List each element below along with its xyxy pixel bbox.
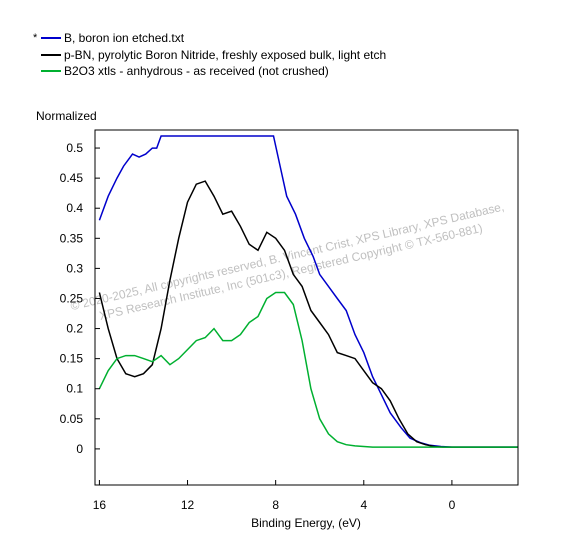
y-tick-label: 0.45 <box>60 171 84 185</box>
plot-frame <box>94 129 519 486</box>
y-tick-label: 0.1 <box>66 382 83 396</box>
y-tick-label: 0.5 <box>66 141 83 155</box>
y-axis: 0 0.05 0.1 0.15 0.2 0.25 0.3 0.35 0.4 0.45 0.5 <box>60 141 100 456</box>
y-tick-label: 0.4 <box>66 201 83 215</box>
y-tick-label: 0.25 <box>60 291 84 305</box>
x-tick-label: 12 <box>181 498 195 512</box>
legend-label-blue: B, boron ion etched.txt <box>64 31 185 45</box>
legend-label-green: B2O3 xtls - anhydrous - as received (not… <box>64 64 329 78</box>
x-tick-label: 16 <box>93 498 107 512</box>
y-tick-label: 0.3 <box>66 261 83 275</box>
legend-marker: * <box>33 32 38 44</box>
y-tick-label: 0.15 <box>60 352 84 366</box>
series-group <box>98 135 518 448</box>
series-line-b2o3 <box>98 291 518 448</box>
legend: * B, boron ion etched.txt p-BN, pyrolyti… <box>33 31 386 78</box>
watermark-line-2: XPS Research Institute, Inc (501c3), Reg… <box>98 221 484 323</box>
x-tick-label: 4 <box>360 498 367 512</box>
legend-label-black: p-BN, pyrolytic Boron Nitride, freshly e… <box>64 48 386 62</box>
y-tick-label: 0.2 <box>66 322 83 336</box>
x-tick-label: 0 <box>449 498 456 512</box>
series-line-pbn <box>98 180 518 448</box>
y-tick-label: 0 <box>76 442 83 456</box>
y-tick-label: 0.05 <box>60 412 84 426</box>
y-tick-label: 0.35 <box>60 231 84 245</box>
x-tick-label: 8 <box>272 498 279 512</box>
x-axis: 16 12 8 4 0 <box>93 480 456 512</box>
x-axis-title: Binding Energy, (eV) <box>251 516 361 530</box>
y-axis-title: Normalized <box>36 109 97 123</box>
